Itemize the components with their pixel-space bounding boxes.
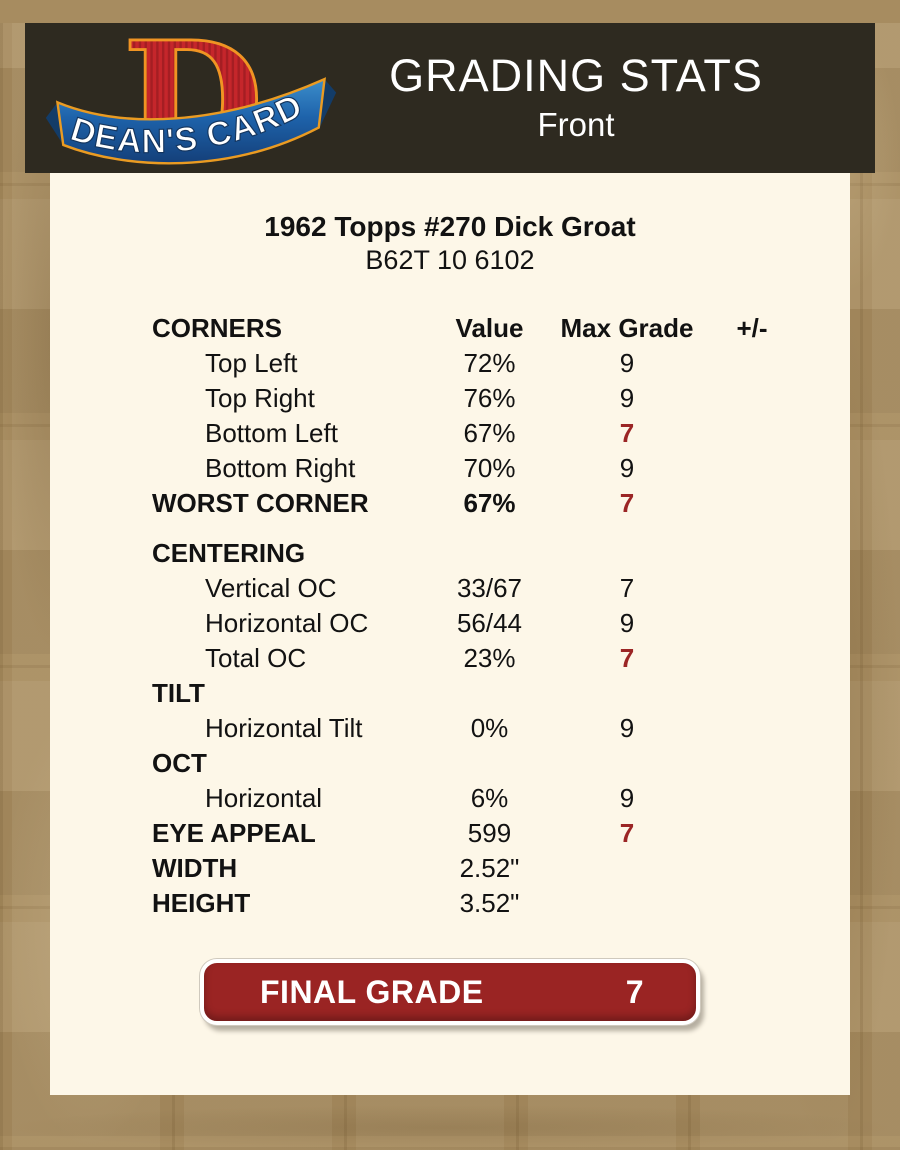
final-grade-button[interactable]: FINAL GRADE 7	[200, 959, 700, 1025]
page-header: D DEAN'S CARDS GRADING STATS Front	[25, 23, 875, 173]
section-centering: CENTERING	[152, 538, 306, 568]
table-row-total-oc: Total OC 23% 7	[205, 643, 635, 673]
table-row-bottom-left: Bottom Left 67% 7	[205, 418, 635, 448]
table-row-vertical-oc: Vertical OC 33/67 7	[205, 573, 635, 603]
deans-cards-logo: D DEAN'S CARDS	[45, 23, 337, 173]
table-row-worst-corner: WORST CORNER 67% 7	[152, 488, 635, 518]
table-row-bottom-right: Bottom Right 70% 9	[205, 453, 635, 483]
final-grade-label: FINAL GRADE	[260, 973, 484, 1010]
section-oct: OCT	[152, 748, 207, 778]
table-row-top-left: Top Left 72% 9	[205, 348, 635, 378]
grading-table: CORNERS Value Max Grade +/- Top Left 72%…	[152, 311, 850, 921]
column-header-max-grade: Max Grade	[560, 313, 694, 343]
table-row-height: HEIGHT 3.52"	[152, 888, 520, 918]
header-titles: GRADING STATS Front	[337, 51, 875, 145]
page-title: GRADING STATS	[389, 50, 763, 101]
table-row-eye-appeal: EYE APPEAL 599 7	[152, 818, 635, 848]
section-tilt: TILT	[152, 678, 205, 708]
table-row-horizontal-tilt: Horizontal Tilt 0% 9	[205, 713, 635, 743]
column-header-value: Value	[455, 313, 524, 343]
card-title: 1962 Topps #270 Dick Groat	[264, 211, 636, 242]
ribbon-banner	[55, 77, 327, 165]
table-row-horizontal-oc: Horizontal OC 56/44 9	[205, 608, 635, 638]
section-corners-label: CORNERS	[152, 313, 283, 343]
grading-stats-panel: 1962 Topps #270 Dick Groat B62T 10 6102 …	[50, 173, 850, 1095]
card-serial-number: B62T 10 6102	[365, 245, 535, 275]
page-subtitle: Front	[537, 106, 615, 143]
table-row-oct-horizontal: Horizontal 6% 9	[205, 783, 635, 813]
table-row-top-right: Top Right 76% 9	[205, 383, 635, 413]
final-grade-value: 7	[625, 973, 644, 1010]
column-header-plus-minus: +/-	[736, 313, 768, 343]
table-row-width: WIDTH 2.52"	[152, 853, 520, 883]
table-header-row: CORNERS Value Max Grade +/-	[152, 311, 850, 346]
